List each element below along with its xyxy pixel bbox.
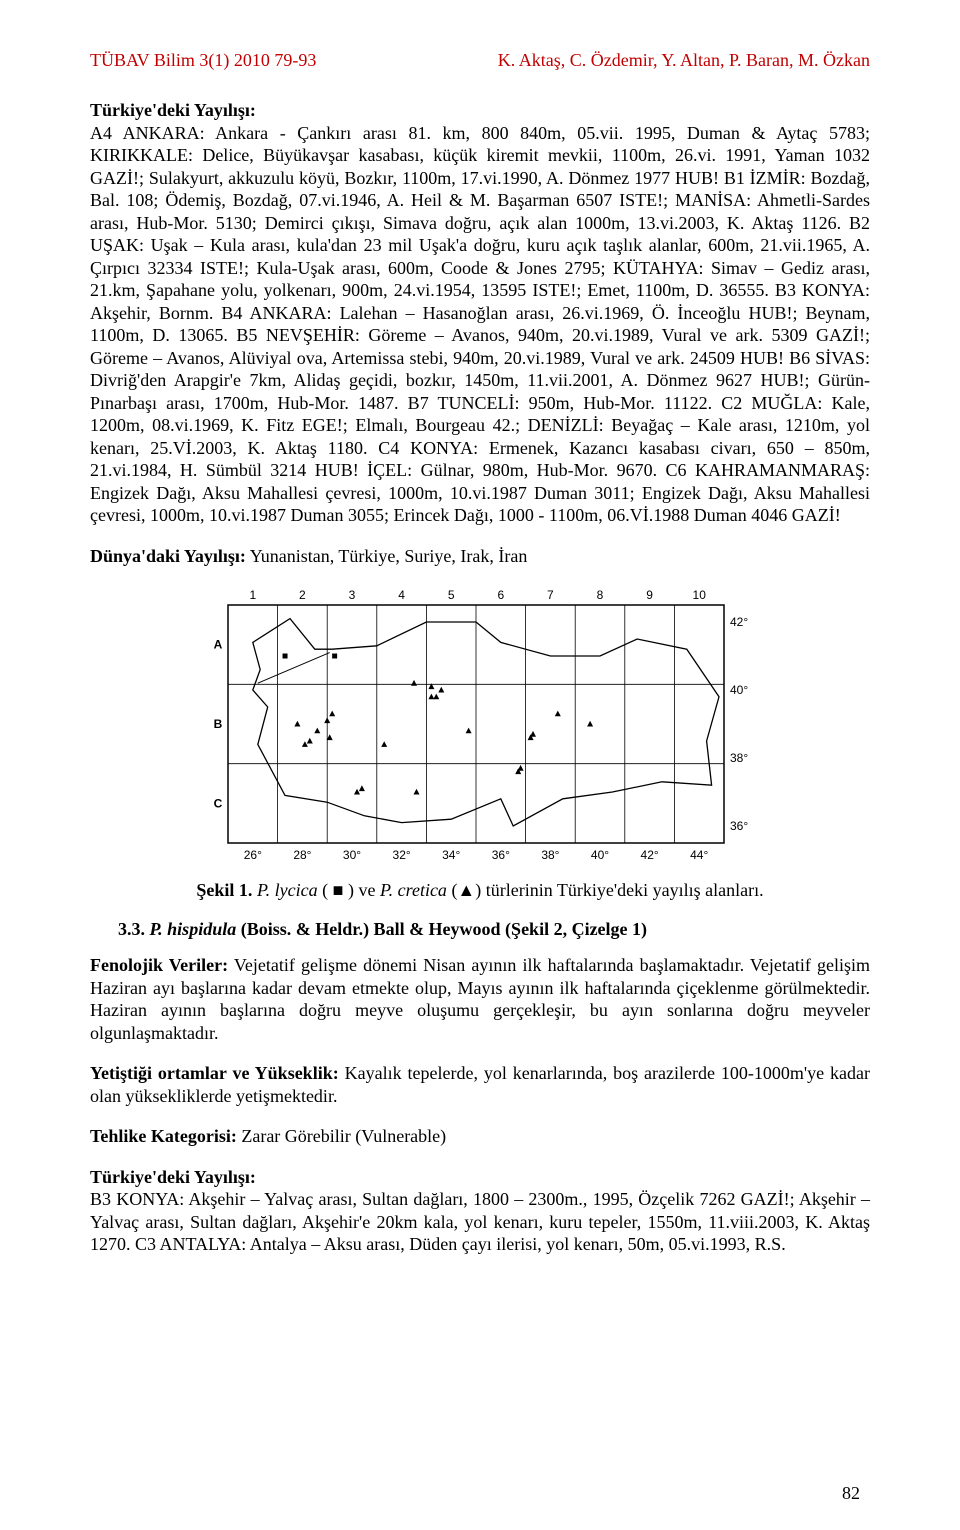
fig-tail: (▲) türlerinin Türkiye'deki yayılış alan… (447, 880, 764, 900)
fig-species-2: P. cretica (380, 880, 447, 900)
running-header: TÜBAV Bilim 3(1) 2010 79-93 K. Aktaş, C.… (90, 50, 870, 71)
subhead-species: P. hispidula (150, 919, 237, 939)
header-right: K. Aktaş, C. Özdemir, Y. Altan, P. Baran… (498, 50, 870, 71)
section-title-2: Türkiye'deki Yayılışı: (90, 1167, 256, 1187)
map-figure: 1 2 3 4 5 6 7 8 9 10 A B C 26° 28° 30° 32° 34° 36° 38° 40° 42… (90, 585, 870, 870)
fig-mid: ( ■ ) ve (318, 880, 380, 900)
phenology-paragraph: Fenolojik Veriler: Vejetatif gelişme dön… (90, 954, 870, 1044)
header-left: TÜBAV Bilim 3(1) 2010 79-93 (90, 50, 316, 71)
section-title-1: Türkiye'deki Yayılışı: (90, 100, 256, 120)
svg-text:6: 6 (497, 588, 504, 602)
figure-caption: Şekil 1. P. lycica ( ■ ) ve P. cretica (… (90, 880, 870, 901)
page-number: 82 (842, 1483, 860, 1504)
svg-text:34°: 34° (442, 848, 460, 862)
svg-text:36°: 36° (492, 848, 510, 862)
svg-text:36°: 36° (730, 819, 748, 833)
habitat-paragraph: Yetiştiği ortamlar ve Yükseklik: Kayalık… (90, 1062, 870, 1107)
threat-paragraph: Tehlike Kategorisi: Zarar Görebilir (Vul… (90, 1125, 870, 1148)
subhead-rest: (Boiss. & Heldr.) Ball & Heywood (Şekil … (236, 919, 647, 939)
svg-text:38°: 38° (730, 751, 748, 765)
svg-text:C: C (214, 796, 223, 810)
world-dist-text: Yunanistan, Türkiye, Suriye, Irak, İran (246, 546, 527, 566)
world-dist-label: Dünya'daki Yayılışı: (90, 546, 246, 566)
svg-text:28°: 28° (293, 848, 311, 862)
svg-text:3: 3 (349, 588, 356, 602)
threat-label: Tehlike Kategorisi: (90, 1126, 237, 1146)
svg-text:1: 1 (249, 588, 256, 602)
habitat-label: Yetiştiği ortamlar ve Yükseklik: (90, 1063, 339, 1083)
svg-text:40°: 40° (591, 848, 609, 862)
svg-text:38°: 38° (541, 848, 559, 862)
svg-text:4: 4 (398, 588, 405, 602)
distribution-turkey-1: Türkiye'deki Yayılışı: A4 ANKARA: Ankara… (90, 99, 870, 527)
distribution-turkey-2: Türkiye'deki Yayılışı: B3 KONYA: Akşehir… (90, 1166, 870, 1256)
svg-text:2: 2 (299, 588, 306, 602)
svg-text:8: 8 (597, 588, 604, 602)
section-text-1: A4 ANKARA: Ankara - Çankırı arası 81. km… (90, 123, 870, 526)
subheading-3-3: 3.3. P. hispidula (Boiss. & Heldr.) Ball… (118, 919, 870, 940)
svg-text:32°: 32° (393, 848, 411, 862)
svg-text:B: B (214, 717, 223, 731)
subhead-num: 3.3. (118, 919, 150, 939)
section-text-2: B3 KONYA: Akşehir – Yalvaç arası, Sultan… (90, 1189, 870, 1254)
fig-lead: Şekil 1. (196, 880, 252, 900)
svg-text:30°: 30° (343, 848, 361, 862)
world-distribution: Dünya'daki Yayılışı: Yunanistan, Türkiye… (90, 545, 870, 568)
svg-text:5: 5 (448, 588, 455, 602)
threat-text: Zarar Görebilir (Vulnerable) (237, 1126, 446, 1146)
svg-text:26°: 26° (244, 848, 262, 862)
svg-text:10: 10 (693, 588, 707, 602)
svg-text:A: A (214, 638, 223, 652)
turkey-map-svg: 1 2 3 4 5 6 7 8 9 10 A B C 26° 28° 30° 32° 34° 36° 38° 40° 42… (200, 585, 760, 865)
svg-text:42°: 42° (730, 615, 748, 629)
phenology-label: Fenolojik Veriler: (90, 955, 228, 975)
svg-text:40°: 40° (730, 683, 748, 697)
fig-species-1: P. lycica (257, 880, 318, 900)
svg-text:7: 7 (547, 588, 554, 602)
svg-text:9: 9 (646, 588, 653, 602)
svg-text:44°: 44° (690, 848, 708, 862)
svg-text:42°: 42° (641, 848, 659, 862)
